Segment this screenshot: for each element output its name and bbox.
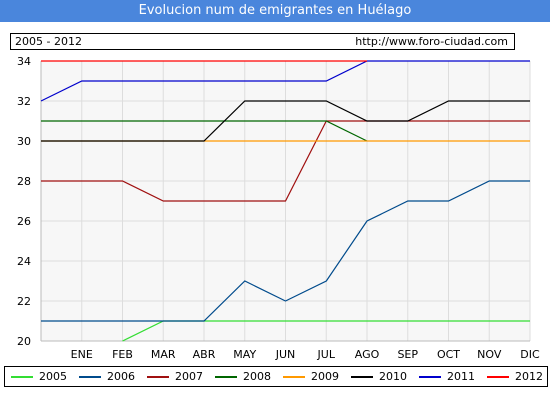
y-tick-label: 34 xyxy=(17,55,31,68)
series-line-2011 xyxy=(40,60,530,102)
y-tick-label: 24 xyxy=(17,255,31,268)
y-tick-label: 32 xyxy=(17,95,31,108)
y-tick-label: 20 xyxy=(17,335,31,348)
legend-swatch xyxy=(11,376,33,378)
series-line-2006 xyxy=(41,180,530,322)
info-bar: 2005 - 2012 http://www.foro-ciudad.com xyxy=(10,33,515,50)
x-tick-label: JUN xyxy=(275,348,296,361)
x-tick-label: MAR xyxy=(151,348,176,361)
legend-swatch xyxy=(419,376,441,378)
y-tick-label: 28 xyxy=(17,175,31,188)
legend-label: 2006 xyxy=(107,370,135,383)
legend-swatch xyxy=(351,376,373,378)
legend-swatch xyxy=(215,376,237,378)
x-tick-label: SEP xyxy=(397,348,418,361)
legend-label: 2010 xyxy=(379,370,407,383)
series-line-2008 xyxy=(41,120,368,142)
legend-label: 2005 xyxy=(39,370,67,383)
year-range-label: 2005 - 2012 xyxy=(15,35,82,48)
x-tick-label: MAY xyxy=(233,348,256,361)
x-tick-label: DIC xyxy=(520,348,540,361)
legend-label: 2011 xyxy=(447,370,475,383)
y-tick-label: 22 xyxy=(17,295,31,308)
legend-swatch xyxy=(79,376,101,378)
x-tick-label: AGO xyxy=(355,348,380,361)
legend-swatch xyxy=(147,376,169,378)
chart-title: Evolucion num de emigrantes en Huélago xyxy=(0,0,550,22)
series-line-2010 xyxy=(41,100,530,142)
legend-swatch xyxy=(487,376,509,378)
source-url: http://www.foro-ciudad.com xyxy=(355,35,508,48)
x-tick-label: OCT xyxy=(437,348,460,361)
x-tick-label: ENE xyxy=(71,348,93,361)
legend-label: 2008 xyxy=(243,370,271,383)
legend-label: 2012 xyxy=(515,370,543,383)
legend-label: 2009 xyxy=(311,370,339,383)
y-tick-label: 26 xyxy=(17,215,31,228)
legend-label: 2007 xyxy=(175,370,203,383)
legend-swatch xyxy=(283,376,305,378)
series-line-2007 xyxy=(41,120,530,202)
legend: 2005 2006 2007 2008 2009 2010 2011 2012 xyxy=(4,366,548,387)
x-tick-label: NOV xyxy=(477,348,502,361)
x-tick-label: JUL xyxy=(317,348,336,361)
x-tick-label: ABR xyxy=(193,348,216,361)
y-tick-label: 30 xyxy=(17,135,31,148)
x-tick-label: FEB xyxy=(112,348,133,361)
